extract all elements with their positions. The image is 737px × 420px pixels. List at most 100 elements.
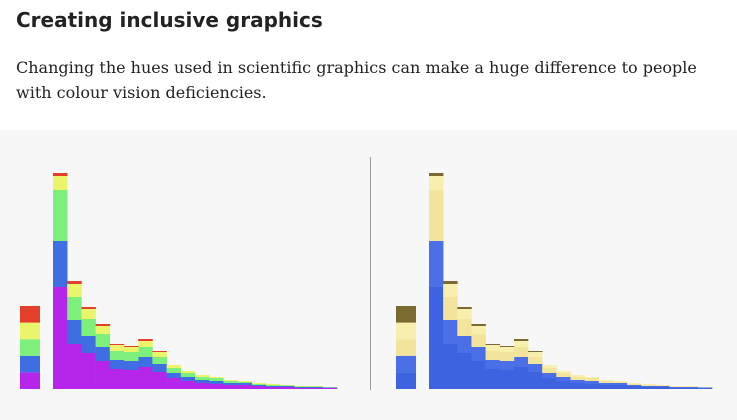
bar-segment: [195, 377, 210, 380]
bar-segment: [266, 384, 281, 385]
bar-segment: [499, 361, 515, 370]
bar-segment: [669, 387, 684, 388]
bar-segment: [209, 381, 224, 384]
bar-segment: [81, 307, 96, 309]
bar-segment: [457, 353, 472, 389]
bar-segment: [109, 351, 125, 360]
bar-segment: [641, 386, 656, 387]
bar-segment: [53, 190, 68, 241]
bar-segment: [109, 360, 125, 369]
bar-segment: [209, 377, 224, 378]
bar-segment: [485, 360, 501, 369]
bar-segment: [443, 284, 458, 297]
bar-segment: [124, 352, 139, 361]
bar-segment: [81, 309, 96, 319]
bar-segment: [308, 386, 324, 387]
bar-segment: [528, 352, 543, 357]
bar-segment: [180, 377, 196, 381]
bar-segment: [612, 381, 628, 382]
bar-segment: [138, 341, 153, 347]
bar-segment: [308, 387, 324, 388]
legend-swatch: [396, 372, 416, 389]
bar-segment: [471, 326, 486, 334]
bar-segment: [485, 345, 501, 351]
bar-segment: [322, 387, 338, 388]
bar-segment: [570, 375, 585, 377]
bar-segment: [528, 372, 543, 389]
bar-segment: [499, 346, 515, 347]
bar-segment: [294, 388, 309, 389]
bar-segment: [251, 386, 267, 389]
bar-segment: [166, 365, 182, 368]
bar-segment: [669, 388, 684, 389]
bar-segment: [429, 287, 444, 389]
bar-segment: [499, 370, 515, 389]
bar-segment: [138, 367, 153, 389]
bar-segment: [471, 347, 486, 361]
bar-segment: [138, 357, 153, 367]
bar-segment: [429, 176, 444, 190]
bar-segment: [471, 361, 486, 389]
bar-segment: [280, 385, 295, 386]
bar-segment: [95, 324, 111, 326]
bar-segment: [528, 364, 543, 372]
bar-segment: [443, 344, 458, 389]
bar-segment: [697, 387, 713, 388]
bar-segment: [598, 385, 614, 389]
bar-segment: [95, 347, 111, 361]
bar-segment: [598, 381, 614, 383]
bar-segment: [683, 387, 699, 388]
legend-swatch: [396, 355, 416, 373]
bar-segment: [223, 383, 238, 385]
bar-segment: [67, 320, 82, 344]
bar-segment: [556, 377, 571, 381]
bar-segment: [308, 388, 324, 389]
bar-segment: [152, 357, 167, 364]
bar-segment: [513, 357, 529, 367]
subtitle: Changing the hues used in scientific gra…: [16, 58, 697, 102]
bar-segment: [612, 382, 628, 383]
title: Creating inclusive graphics: [16, 8, 323, 32]
legend-swatch: [396, 322, 416, 340]
bar-segment: [513, 339, 529, 341]
bar-segment: [109, 345, 125, 351]
bar-segment: [429, 173, 444, 176]
bar-segment: [429, 190, 444, 241]
bar-segment: [556, 373, 571, 377]
bar-segment: [641, 385, 656, 386]
legend-swatch: [20, 339, 40, 356]
bar-segment: [294, 386, 309, 387]
bar-segment: [308, 386, 324, 387]
bar-segment: [251, 383, 267, 384]
bar-segment: [612, 385, 628, 389]
bar-segment: [124, 370, 139, 389]
bar-segment: [294, 386, 309, 387]
bar-segment: [457, 309, 472, 319]
legend-swatch: [20, 372, 40, 389]
bar-segment: [669, 386, 684, 387]
bar-segment: [528, 357, 543, 364]
bar-segment: [556, 381, 571, 389]
bar-segment: [485, 344, 501, 345]
legend-swatch: [396, 306, 416, 323]
bar-segment: [166, 368, 182, 373]
bar-segment: [641, 387, 656, 389]
bar-segment: [95, 334, 111, 347]
bar-segment: [485, 369, 501, 389]
bar-segment: [81, 319, 96, 336]
bar-segment: [669, 386, 684, 387]
bar-segment: [95, 361, 111, 389]
bar-segment: [180, 371, 196, 373]
bar-segment: [294, 387, 309, 388]
bar-segment: [627, 385, 642, 386]
bar-segment: [223, 385, 238, 389]
bar-segment: [471, 324, 486, 326]
bar-segment: [584, 377, 600, 378]
bar-segment: [152, 352, 167, 357]
bar-segment: [584, 378, 600, 381]
bar-segment: [457, 319, 472, 336]
bar-segment: [138, 347, 153, 357]
bar-segment: [280, 385, 295, 386]
bar-segment: [443, 281, 458, 284]
